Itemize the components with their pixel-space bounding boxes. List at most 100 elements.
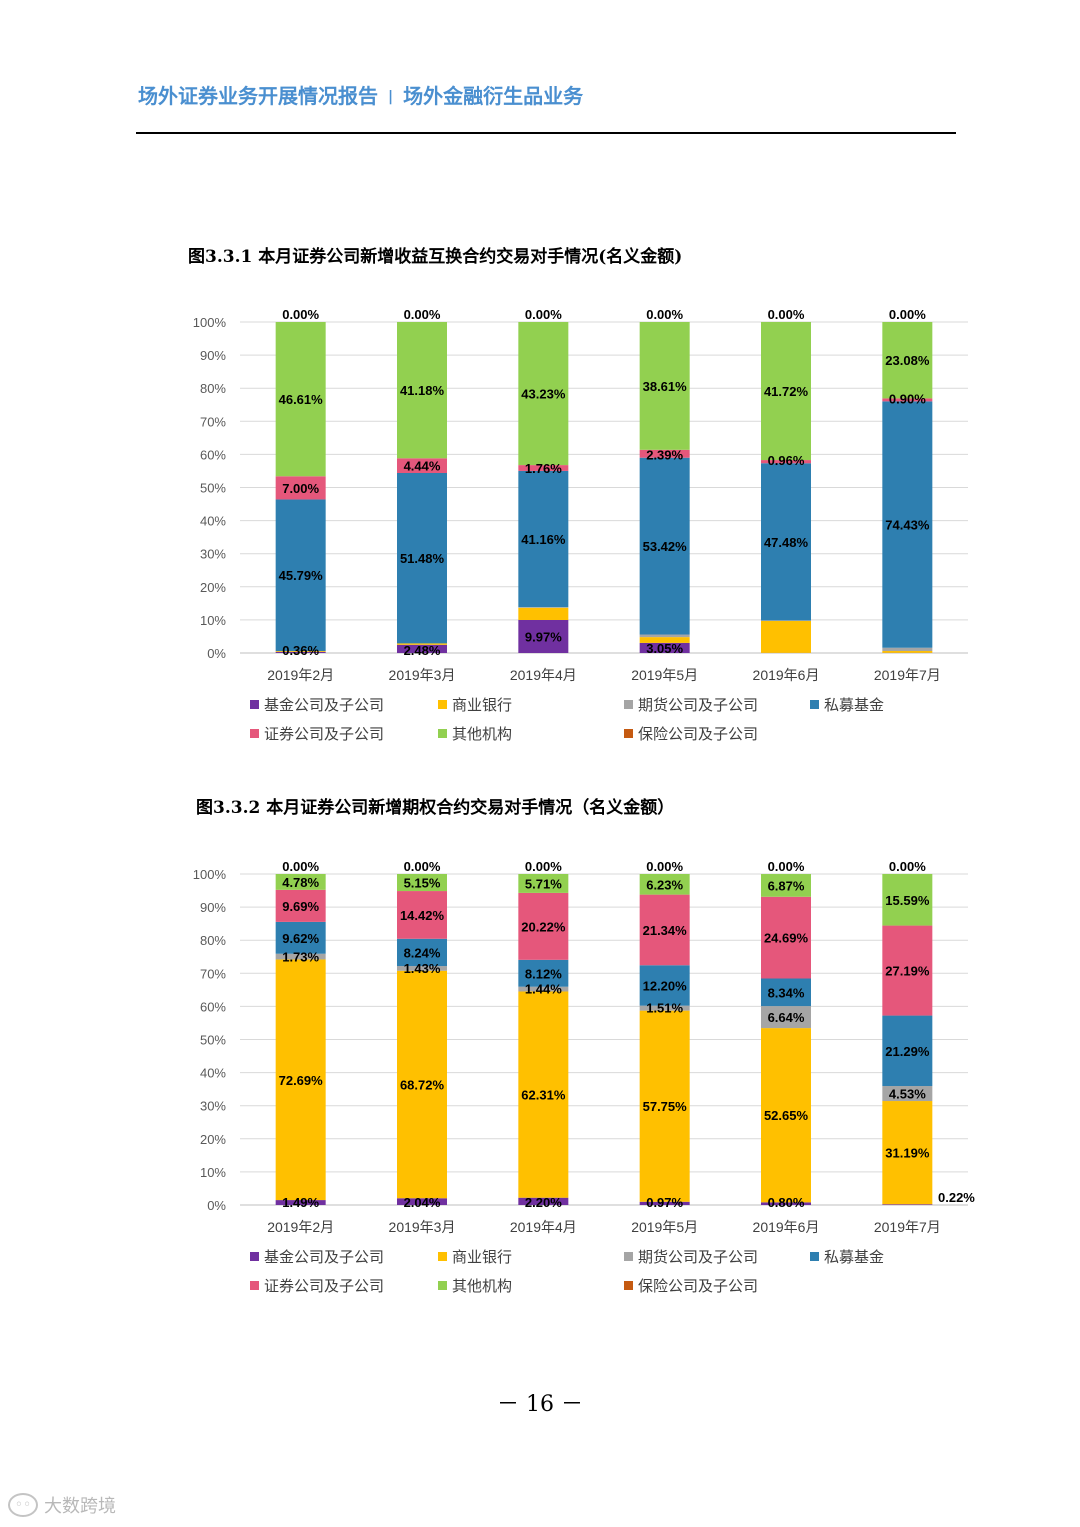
data-label: 0.97%: [646, 1195, 683, 1210]
bar-segment: [518, 892, 569, 960]
bar-segment: [882, 1015, 933, 1087]
data-label: 12.20%: [643, 978, 688, 993]
bar-segment: [761, 978, 811, 1007]
data-label: 14.42%: [400, 908, 445, 923]
data-label: 8.34%: [768, 985, 805, 1000]
report-header: 场外证券业务开展情况报告 | 场外金融衍生品业务: [138, 80, 583, 109]
y-tick-label: 30%: [200, 1099, 226, 1114]
x-tick-label: 2019年6月: [753, 667, 820, 683]
data-label: 43.23%: [521, 387, 566, 402]
chart-2-option-counterparties: 0% 10% 20% 30% 40% 50% 60% 70% 80% 90% 100% 1.49% 72…: [193, 859, 976, 1295]
y-tick-label: 40%: [200, 1066, 226, 1081]
bar-segment: [639, 1201, 690, 1205]
y-tick-label: 90%: [200, 900, 226, 915]
legend-swatch: [624, 1252, 633, 1261]
legend-item: 其他机构: [438, 1278, 512, 1295]
data-label: 68.72%: [400, 1078, 445, 1093]
chart-1-title: 图3.3.1 本月证券公司新增收益互换合约交易对手情况(名义金额): [188, 247, 683, 267]
data-label: 1.51%: [646, 1001, 683, 1016]
bar-segment: [518, 322, 569, 466]
bar-segment: [639, 457, 690, 635]
bar-segment: [761, 1202, 811, 1205]
bar-segment: [518, 607, 569, 608]
data-label: 3.05%: [646, 641, 683, 656]
legend-swatch: [438, 729, 447, 738]
bar-segment: [882, 1101, 933, 1205]
data-label: 4.53%: [889, 1087, 926, 1102]
data-label: 4.44%: [404, 459, 441, 474]
x-tick-label: 2019年3月: [389, 1219, 456, 1235]
bar-segment: [761, 620, 811, 653]
watermark-text: 大数跨境: [44, 1496, 116, 1517]
y-tick-label: 10%: [200, 613, 226, 628]
legend-item: 私募基金: [810, 1249, 884, 1266]
data-label: 5.15%: [404, 876, 441, 891]
legend-item: 基金公司及子公司: [250, 697, 384, 714]
data-label: 9.69%: [282, 899, 319, 914]
legend-swatch: [250, 729, 259, 738]
watermark: ◦◦ 大数跨境: [8, 1492, 116, 1518]
bar-segment: [639, 894, 690, 966]
data-label: 21.34%: [643, 923, 688, 938]
legend-swatch: [438, 700, 447, 709]
bar-segment: [397, 643, 447, 645]
bar-segment: [275, 874, 326, 890]
legend-label: 商业银行: [452, 1249, 512, 1266]
bar-segment: [518, 986, 569, 992]
bar-segment: [397, 322, 447, 459]
bar-segment: [518, 874, 569, 893]
data-label: 6.64%: [768, 1010, 805, 1025]
bar-segment: [518, 1197, 569, 1205]
legend-swatch: [438, 1252, 447, 1261]
data-label: 41.18%: [400, 383, 445, 398]
data-label: 0.96%: [768, 453, 805, 468]
x-tick-label: 2019年6月: [753, 1219, 820, 1235]
bar-segment: [882, 401, 933, 648]
legend-swatch: [250, 1252, 259, 1261]
data-label: 15.59%: [885, 893, 930, 908]
bar-stack: [882, 873, 933, 1205]
data-label: 0.00%: [646, 307, 683, 322]
bar-segment: [275, 651, 326, 653]
legend-swatch: [810, 700, 819, 709]
data-label: 0.00%: [768, 859, 805, 874]
bar-segment: [761, 874, 811, 897]
legend-item: 基金公司及子公司: [250, 1249, 384, 1266]
bar-segment: [882, 398, 933, 402]
data-label: 31.19%: [885, 1146, 930, 1161]
data-label: 2.39%: [646, 448, 683, 463]
data-label: 2.04%: [404, 1195, 441, 1210]
data-label: 2.20%: [525, 1195, 562, 1210]
bar-segment: [761, 896, 811, 979]
y-tick-label: 100%: [193, 867, 227, 882]
chart-2-title: 图3.3.2 本月证券公司新增期权合约交易对手情况（名义金额）: [196, 798, 675, 818]
y-tick-label: 50%: [200, 1033, 226, 1048]
x-tick-label: 2019年2月: [267, 1219, 334, 1235]
bar-segment: [397, 473, 447, 644]
data-label: 6.23%: [646, 877, 683, 892]
data-label: 47.48%: [764, 535, 809, 550]
bar-segment: [397, 966, 447, 971]
y-tick-label: 0%: [207, 1198, 226, 1213]
data-label: 8.24%: [404, 945, 441, 960]
legend-label: 商业银行: [452, 697, 512, 714]
header-rule: [136, 132, 956, 134]
chart-1-equity-swap-counterparties: 0% 10% 20% 30% 40% 50% 60% 70% 80% 90% 100% 0.36% 0.…: [193, 307, 968, 743]
data-label: 24.69%: [764, 931, 809, 946]
y-tick-label: 100%: [193, 315, 227, 330]
data-label: 0.00%: [404, 859, 441, 874]
header-left-title: 场外证券业务开展情况报告: [138, 84, 378, 108]
data-label: 0.36%: [282, 643, 319, 658]
legend-swatch: [250, 1281, 259, 1290]
legend-item: 期货公司及子公司: [624, 697, 758, 714]
data-label: 53.42%: [643, 539, 688, 554]
legend-item: 保险公司及子公司: [624, 726, 758, 743]
x-tick-label: 2019年5月: [631, 667, 698, 683]
y-tick-label: 90%: [200, 348, 226, 363]
legend-swatch: [624, 700, 633, 709]
bar-stack: [882, 322, 933, 653]
bar-segment: [761, 463, 811, 621]
bar-stack: [275, 874, 326, 1205]
bar-segment: [761, 620, 811, 621]
bar-segment: [639, 965, 690, 1006]
